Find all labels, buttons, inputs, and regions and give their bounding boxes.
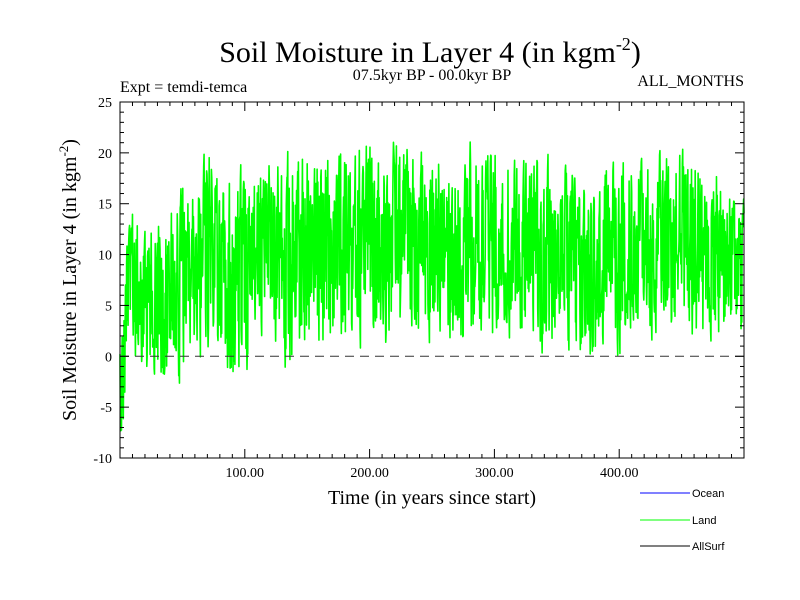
- months-label: ALL_MONTHS: [637, 73, 744, 90]
- x-tick-label: 100.00: [226, 466, 265, 481]
- y-tick-label: 15: [98, 198, 112, 213]
- chart-title: Soil Moisture in Layer 4 (in kgm-2): [219, 34, 641, 69]
- x-axis-label: Time (in years since start): [328, 487, 536, 509]
- y-axis-label: Soil Moisture in Layer 4 (in kgm-2): [56, 139, 81, 421]
- y-tick-label: -10: [93, 452, 112, 467]
- y-axis-label-sup: -2: [56, 146, 71, 157]
- y-tick-label: 20: [98, 147, 112, 162]
- chart-title-close: ): [631, 36, 641, 69]
- x-tick-label: 300.00: [475, 466, 514, 481]
- legend: Ocean Land AllSurf: [640, 488, 725, 553]
- period-label: 07.5kyr BP - 00.0kyr BP: [353, 67, 512, 84]
- y-tick-label: 10: [98, 249, 112, 264]
- legend-item-allsurf: AllSurf: [640, 541, 725, 553]
- y-tick-label: -5: [100, 401, 112, 416]
- legend-label-land: Land: [692, 515, 716, 527]
- legend-label-allsurf: AllSurf: [692, 541, 725, 553]
- y-axis-label-close: ): [59, 139, 81, 146]
- series-line-land: [119, 141, 745, 432]
- plot-area: -10 -5 0 5 10 15 20 25 100.00 200.00 300.00 400.00: [93, 96, 745, 481]
- chart-title-sup: -2: [616, 34, 631, 54]
- y-tick-label: 0: [105, 350, 112, 365]
- y-tick-label: 5: [105, 299, 112, 314]
- x-tick-label: 400.00: [600, 466, 639, 481]
- y-tick-label: 25: [98, 96, 112, 111]
- legend-label-ocean: Ocean: [692, 488, 724, 500]
- legend-item-ocean: Ocean: [640, 488, 724, 500]
- x-tick-label: 200.00: [350, 466, 389, 481]
- legend-item-land: Land: [640, 515, 716, 527]
- expt-label: Expt = temdi-temca: [120, 79, 247, 96]
